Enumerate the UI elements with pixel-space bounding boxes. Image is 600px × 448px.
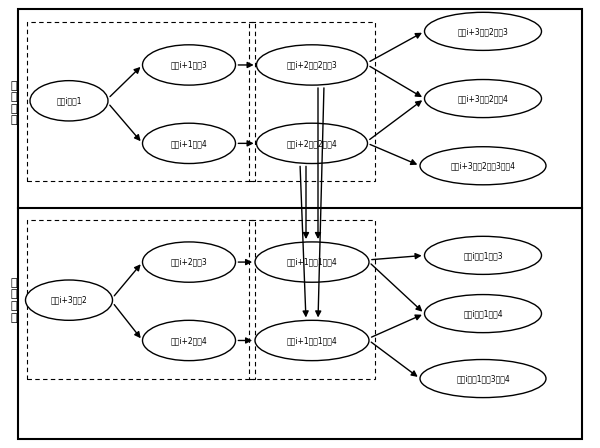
Ellipse shape bbox=[25, 280, 113, 320]
Ellipse shape bbox=[425, 12, 542, 50]
Text: 路口i+3相位2相位3相位4: 路口i+3相位2相位3相位4 bbox=[451, 161, 515, 170]
Text: 路口i相位1相位3相位4: 路口i相位1相位3相位4 bbox=[456, 374, 510, 383]
Ellipse shape bbox=[425, 295, 542, 332]
Ellipse shape bbox=[30, 81, 108, 121]
Ellipse shape bbox=[255, 320, 369, 361]
Ellipse shape bbox=[255, 242, 369, 282]
Ellipse shape bbox=[143, 242, 235, 282]
Ellipse shape bbox=[143, 320, 235, 361]
Ellipse shape bbox=[257, 45, 367, 85]
Text: 路口i+2相位3: 路口i+2相位3 bbox=[170, 258, 208, 267]
Text: 路口i+1相位1相位4: 路口i+1相位1相位4 bbox=[287, 258, 337, 267]
Text: 路口i+2相位2相位4: 路口i+2相位2相位4 bbox=[287, 139, 337, 148]
Text: 路口i相位1: 路口i相位1 bbox=[56, 96, 82, 105]
Text: 路口i相位1相位3: 路口i相位1相位3 bbox=[463, 251, 503, 260]
Text: 上
行
车
道: 上 行 车 道 bbox=[10, 81, 17, 125]
Ellipse shape bbox=[420, 359, 546, 398]
Text: 路口i+3相位2相位4: 路口i+3相位2相位4 bbox=[458, 94, 508, 103]
Bar bbox=[249, 220, 375, 379]
Bar bbox=[249, 22, 375, 181]
Ellipse shape bbox=[257, 123, 367, 164]
Text: 路口i+1相位1相位4: 路口i+1相位1相位4 bbox=[287, 336, 337, 345]
Text: 路口i+3相位2: 路口i+3相位2 bbox=[50, 296, 88, 305]
Text: 路口i相位1相位4: 路口i相位1相位4 bbox=[463, 309, 503, 318]
Ellipse shape bbox=[143, 123, 235, 164]
Bar bbox=[27, 22, 255, 181]
Bar bbox=[27, 220, 255, 379]
Ellipse shape bbox=[143, 45, 235, 85]
Text: 路口i+3相位2相位3: 路口i+3相位2相位3 bbox=[458, 27, 508, 36]
Text: 路口i+2相位2相位3: 路口i+2相位2相位3 bbox=[287, 60, 337, 69]
Ellipse shape bbox=[425, 79, 542, 117]
Ellipse shape bbox=[420, 146, 546, 185]
Text: 路口i+1相位4: 路口i+1相位4 bbox=[170, 139, 208, 148]
Text: 路口i+1相位3: 路口i+1相位3 bbox=[170, 60, 208, 69]
Text: 下
行
车
道: 下 行 车 道 bbox=[10, 278, 17, 323]
Text: 路口i+2相位4: 路口i+2相位4 bbox=[170, 336, 208, 345]
Ellipse shape bbox=[425, 237, 542, 274]
